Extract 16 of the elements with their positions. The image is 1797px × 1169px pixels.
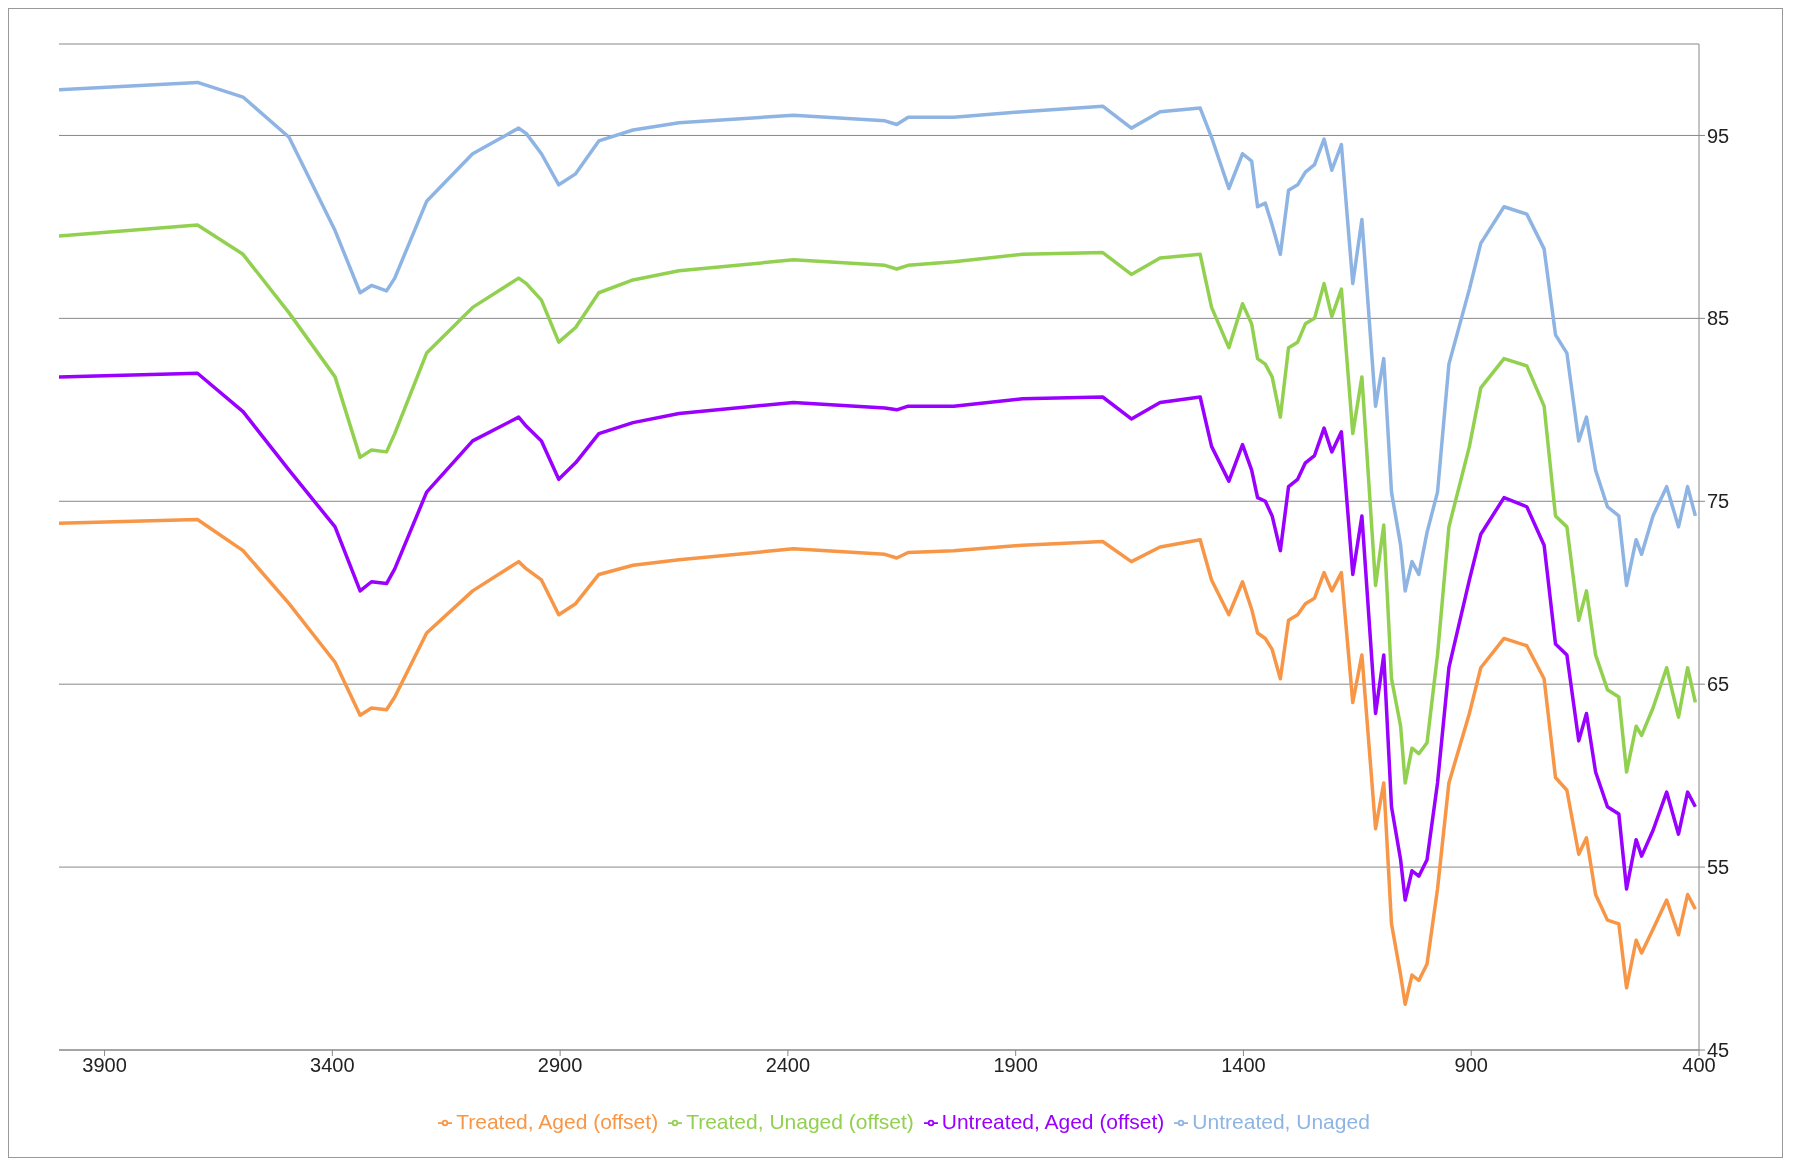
- y-tick-label: 75: [1707, 490, 1730, 513]
- legend-label: Treated, Unaged (offset): [686, 1110, 914, 1133]
- y-tick-label: 85: [1707, 307, 1730, 330]
- x-tick-label: 1900: [993, 1054, 1038, 1077]
- x-tick-label: 1400: [1221, 1054, 1266, 1077]
- x-tick-label: 2900: [537, 1054, 583, 1077]
- y-tick-label: 65: [1707, 673, 1730, 696]
- legend-label: Untreated, Aged (offset): [941, 1110, 1165, 1133]
- legend-label: Untreated, Unaged: [1192, 1110, 1370, 1133]
- y-tick-label: 95: [1707, 124, 1730, 147]
- x-tick-label: 900: [1454, 1054, 1488, 1077]
- x-tick-label: 3400: [310, 1054, 355, 1077]
- x-tick-label: 2400: [765, 1054, 811, 1077]
- legend-label: Treated, Aged (offset): [456, 1110, 659, 1133]
- x-tick-label: 3900: [82, 1054, 127, 1077]
- y-tick-label: 55: [1707, 856, 1730, 879]
